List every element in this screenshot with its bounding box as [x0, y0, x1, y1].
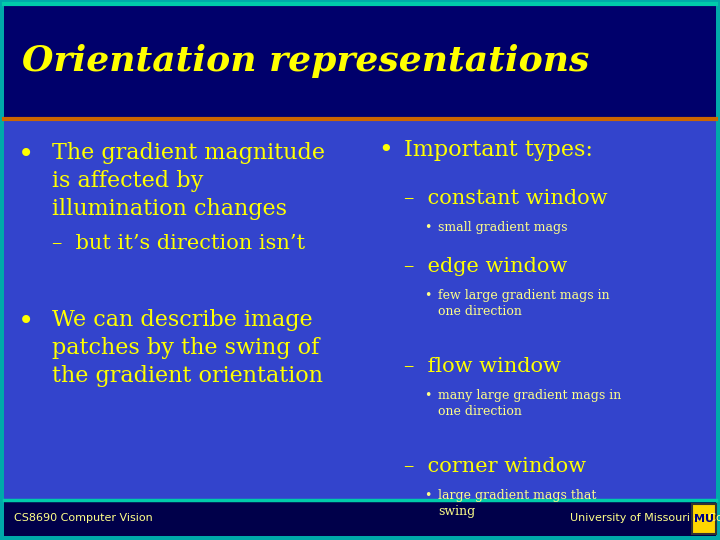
Text: –  constant window: – constant window — [404, 189, 608, 208]
Text: –  flow window: – flow window — [404, 357, 561, 376]
Bar — [692, 504, 716, 534]
Text: •: • — [18, 142, 35, 169]
Text: many large gradient mags in
one direction: many large gradient mags in one directio… — [438, 389, 621, 418]
Text: MU: MU — [694, 514, 714, 524]
Text: University of Missouri at Columbia: University of Missouri at Columbia — [570, 513, 720, 523]
Text: –  edge window: – edge window — [404, 257, 567, 276]
Text: large gradient mags that
swing: large gradient mags that swing — [438, 489, 596, 518]
Text: Orientation representations: Orientation representations — [22, 44, 590, 78]
Text: •: • — [424, 221, 431, 234]
Text: •: • — [424, 389, 431, 402]
Text: •: • — [424, 489, 431, 502]
Text: •: • — [18, 309, 35, 336]
Text: We can describe image
patches by the swing of
the gradient orientation: We can describe image patches by the swi… — [52, 309, 323, 387]
Text: CS8690 Computer Vision: CS8690 Computer Vision — [14, 513, 153, 523]
Text: •: • — [424, 289, 431, 302]
Text: –  but it’s direction isn’t: – but it’s direction isn’t — [52, 234, 305, 253]
Text: Important types:: Important types: — [404, 139, 593, 161]
Text: –  corner window: – corner window — [404, 457, 586, 476]
Bar — [4, 4, 716, 119]
Text: small gradient mags: small gradient mags — [438, 221, 567, 234]
Text: The gradient magnitude
is affected by
illumination changes: The gradient magnitude is affected by il… — [52, 142, 325, 220]
Text: •: • — [378, 139, 392, 162]
Bar — [4, 500, 716, 536]
Text: few large gradient mags in
one direction: few large gradient mags in one direction — [438, 289, 610, 318]
